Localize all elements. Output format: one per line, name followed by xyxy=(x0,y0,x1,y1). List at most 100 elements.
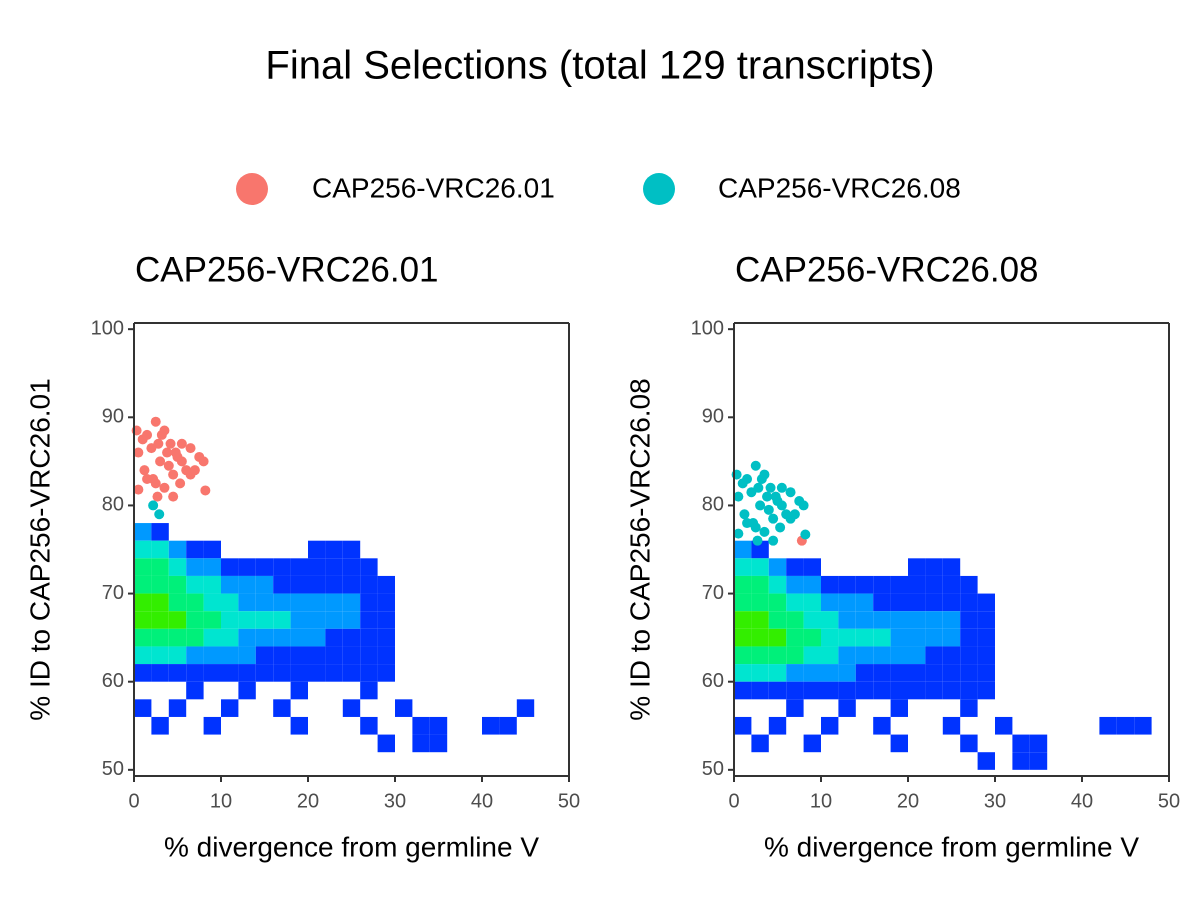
density-cell xyxy=(751,681,769,700)
density-cell xyxy=(273,664,291,682)
density-cell xyxy=(960,593,978,612)
density-cell xyxy=(925,611,943,629)
legend-label: CAP256-VRC26.01 xyxy=(312,172,555,203)
density-cell xyxy=(238,681,256,700)
y-tick-label: 60 xyxy=(702,670,724,692)
density-cell xyxy=(751,611,769,629)
point xyxy=(152,491,163,502)
density-cell xyxy=(821,611,839,629)
density-cell xyxy=(168,646,187,665)
density-cell xyxy=(342,611,361,629)
point xyxy=(753,482,764,493)
density-cell xyxy=(734,575,752,594)
density-cell xyxy=(890,646,908,665)
density-cell xyxy=(890,681,908,700)
point xyxy=(176,456,187,467)
point xyxy=(768,535,779,546)
point xyxy=(150,416,161,427)
density-cell xyxy=(308,558,326,576)
density-cell xyxy=(908,664,926,682)
density-cell xyxy=(960,611,978,629)
density-cell xyxy=(855,575,874,594)
density-cell xyxy=(977,646,995,665)
density-cell xyxy=(221,558,239,576)
point xyxy=(765,482,776,493)
density-cell xyxy=(925,628,943,647)
density-cell xyxy=(768,558,787,576)
density-cell xyxy=(290,593,308,612)
density-cell xyxy=(734,558,752,576)
density-cell xyxy=(360,646,378,665)
x-axis-label: % divergence from germline V xyxy=(764,831,1139,862)
density-cell xyxy=(499,716,517,735)
density-cell xyxy=(342,540,361,559)
density-cell xyxy=(134,646,152,665)
point xyxy=(154,509,165,520)
y-axis-label: % ID to CAP256-VRC26.08 xyxy=(624,378,655,720)
x-tick-label: 20 xyxy=(897,790,919,812)
density-cell xyxy=(960,664,978,682)
density-cell xyxy=(960,646,978,665)
density-cell xyxy=(873,628,891,647)
density-cell xyxy=(908,558,926,576)
density-cell xyxy=(221,699,239,717)
density-cell xyxy=(803,628,821,647)
point xyxy=(170,447,181,458)
density-cell xyxy=(377,593,395,612)
density-cell xyxy=(977,593,995,612)
density-cell xyxy=(838,699,856,717)
density-cell xyxy=(168,628,187,647)
density-cell xyxy=(308,628,326,647)
density-cell xyxy=(751,593,769,612)
density-cell xyxy=(942,681,961,700)
density-cell xyxy=(151,593,169,612)
density-cell xyxy=(360,681,378,700)
density-cell xyxy=(255,611,274,629)
density-cell xyxy=(134,664,152,682)
density-cell xyxy=(803,734,821,753)
density-cell xyxy=(977,664,995,682)
density-cell xyxy=(203,575,221,594)
density-cell xyxy=(838,611,856,629)
density-cell xyxy=(942,611,961,629)
point xyxy=(742,518,753,529)
point xyxy=(733,491,744,502)
x-tick-label: 10 xyxy=(810,790,832,812)
density-cell xyxy=(360,664,378,682)
point xyxy=(742,473,753,484)
density-cell xyxy=(838,681,856,700)
y-tick-label: 80 xyxy=(702,494,724,516)
density-cell xyxy=(151,628,169,647)
density-cell xyxy=(238,646,256,665)
density-cell xyxy=(377,734,395,753)
density-cell xyxy=(803,664,821,682)
density-cell xyxy=(308,540,326,559)
legend-swatch xyxy=(643,173,675,205)
point xyxy=(168,491,179,502)
density-cell xyxy=(255,575,274,594)
density-cell xyxy=(134,558,152,576)
density-cell xyxy=(342,558,361,576)
density-cell xyxy=(238,628,256,647)
y-tick-label: 90 xyxy=(702,406,724,428)
point xyxy=(776,500,787,511)
point xyxy=(733,528,744,539)
density-cell xyxy=(977,681,995,700)
density-cell xyxy=(838,628,856,647)
point xyxy=(752,535,763,546)
density-cell xyxy=(273,558,291,576)
density-cell xyxy=(203,664,221,682)
density-cell xyxy=(134,540,152,559)
density-cell xyxy=(255,646,274,665)
density-cell xyxy=(751,628,769,647)
density-cell xyxy=(890,734,908,753)
x-tick-label: 40 xyxy=(471,790,493,812)
density-cell xyxy=(890,611,908,629)
point xyxy=(785,487,796,498)
density-cell xyxy=(325,540,343,559)
density-cell xyxy=(255,558,274,576)
point xyxy=(139,465,150,476)
density-cell xyxy=(734,611,752,629)
density-cell xyxy=(768,681,787,700)
density-cell xyxy=(290,575,308,594)
